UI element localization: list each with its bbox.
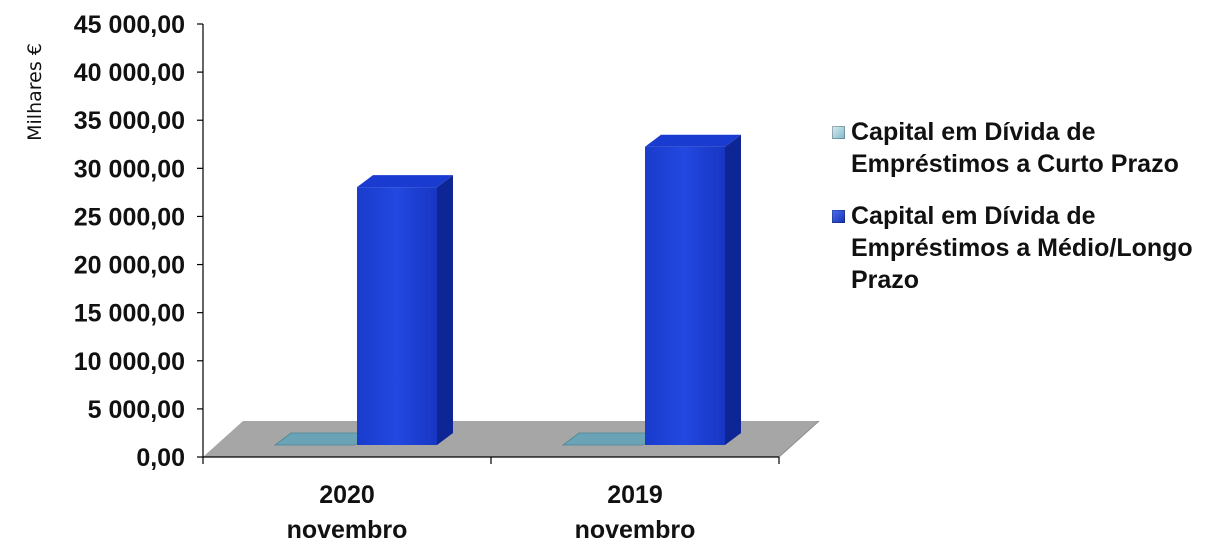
y-tick-label: 35 000,00	[74, 107, 185, 135]
bar-long-term-2019	[645, 134, 741, 445]
bar-front	[645, 146, 725, 445]
bar-short-term-2019	[561, 432, 661, 446]
bar-side	[725, 134, 741, 445]
y-tick-label: 15 000,00	[74, 300, 185, 328]
y-axis-title: Milhares €	[24, 43, 46, 141]
legend-label-short-term: Capital em Dívida de Empréstimos a Curto…	[851, 118, 1179, 178]
legend-label-long-term: Capital em Dívida de Empréstimos a Médio…	[851, 202, 1193, 294]
y-tick-label: 30 000,00	[74, 155, 185, 183]
legend-swatch-long-term	[832, 210, 845, 223]
y-tick-label: 20 000,00	[74, 252, 185, 280]
y-tick-label: 10 000,00	[74, 348, 185, 376]
bar-top	[645, 134, 741, 147]
bar-long-term-2020	[357, 175, 453, 445]
legend: Capital em Dívida de Empréstimos a Curto…	[832, 116, 1202, 316]
y-tick-label: 25 000,00	[74, 203, 185, 231]
x-tick-label: novembro	[575, 516, 696, 544]
legend-item-long-term: Capital em Dívida de Empréstimos a Médio…	[832, 200, 1202, 296]
x-tick-label: novembro	[287, 516, 408, 544]
bar-top	[357, 175, 453, 188]
legend-swatch-short-term	[832, 126, 845, 139]
y-tick-label: 45 000,00	[74, 11, 185, 39]
bar-front	[357, 187, 437, 445]
y-tick-label: 40 000,00	[74, 59, 185, 87]
y-tick-label: 0,00	[136, 444, 185, 472]
legend-item-short-term: Capital em Dívida de Empréstimos a Curto…	[832, 116, 1202, 180]
bar-side	[437, 175, 453, 445]
x-tick-label: 2020	[319, 481, 375, 509]
bar-short-term-2020	[273, 432, 373, 446]
x-tick-label: 2019	[607, 481, 663, 509]
y-tick-label: 5 000,00	[88, 396, 185, 424]
